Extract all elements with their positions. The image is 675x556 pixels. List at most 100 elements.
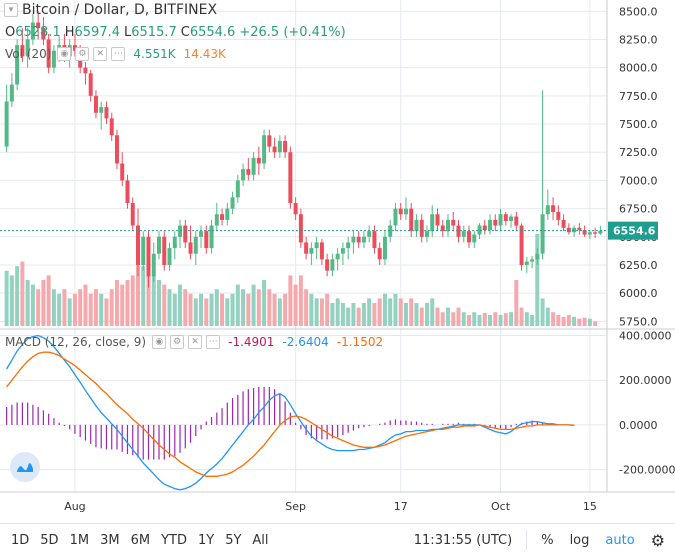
range-button[interactable]: 6M [130, 532, 151, 548]
candle-body [130, 202, 135, 226]
candle-body [325, 259, 330, 271]
volume-value-2: 14.43K [183, 47, 226, 61]
candle-body [587, 232, 592, 235]
volume-bar [67, 298, 72, 326]
volume-bar [93, 289, 98, 326]
volume-bar [488, 314, 493, 326]
volume-bar [88, 293, 93, 326]
volume-bar [461, 312, 466, 326]
ohlc-open-value: 6528.1 [15, 24, 61, 40]
range-button[interactable]: 1Y [197, 532, 215, 548]
volume-bar [451, 312, 456, 326]
volume-bar [51, 289, 56, 326]
candle-body [388, 225, 393, 237]
more-icon[interactable]: ⋯ [111, 47, 126, 61]
macd-eye-icon[interactable]: ◉ [152, 335, 167, 349]
candle-body [183, 225, 188, 243]
volume-bar [430, 298, 435, 326]
candle-body [256, 157, 261, 164]
toolbar-right: 11:31:55 (UTC) % log auto ⚙ [414, 524, 675, 556]
axis-layer: AugSep17Oct15298500.08250.08000.07750.07… [0, 0, 675, 513]
volume-bar [535, 234, 540, 326]
range-button[interactable]: YTD [161, 532, 187, 548]
volume-bar [388, 298, 393, 326]
candle-body [246, 169, 251, 175]
volume-bar [319, 298, 324, 326]
range-button[interactable]: 3M [100, 532, 120, 548]
settings-icon[interactable]: ⚙ [75, 47, 90, 61]
volume-bar [288, 275, 293, 326]
candle-body [566, 227, 571, 233]
candle-body [146, 236, 151, 277]
volume-bar [9, 275, 14, 326]
range-button[interactable]: 1M [69, 532, 90, 548]
eye-icon[interactable]: ◉ [57, 47, 72, 61]
collapse-icon[interactable]: ▾ [4, 3, 18, 17]
volume-bar [277, 298, 282, 326]
candle-body [482, 225, 487, 231]
volume-bar [561, 316, 566, 326]
candle-body [241, 169, 246, 181]
price-tick-label: 8250.0 [619, 33, 658, 46]
candle-body [382, 236, 387, 260]
candle-body [272, 146, 277, 153]
symbol-title: Bitcoin / Dollar, D, BITFINEX [22, 2, 218, 18]
percent-toggle[interactable]: % [541, 532, 554, 548]
candle-body [125, 180, 130, 203]
volume-bar [15, 266, 20, 326]
candle-body [509, 216, 514, 222]
candle-body [298, 214, 303, 243]
candle-body [398, 208, 403, 215]
ohlc-close-value: 6554.6 [189, 24, 236, 40]
candle-body [109, 118, 114, 136]
volume-bar [46, 275, 51, 326]
volume-bar [414, 303, 419, 326]
range-button[interactable]: 1D [11, 532, 30, 548]
volume-bar [104, 298, 109, 326]
volume-bar [151, 275, 156, 326]
candle-body [193, 236, 198, 254]
volume-bar [545, 307, 550, 326]
volume-bar [514, 280, 519, 326]
candle-body [209, 225, 214, 249]
volume-bar [130, 275, 135, 326]
candle-body [114, 135, 119, 164]
ohlc-legend: O 6528.1 H 6597.4 L 6515.7 C 6554.6 +26.… [5, 23, 350, 41]
candle-body [120, 163, 125, 181]
grid-layer [0, 0, 607, 492]
range-button[interactable]: All [252, 532, 269, 548]
range-button[interactable]: 5Y [225, 532, 242, 548]
candle-body [283, 140, 288, 153]
candle-body [93, 95, 98, 113]
volume-bar [467, 314, 472, 326]
range-button[interactable]: 5D [40, 532, 59, 548]
macd-close-icon[interactable]: ✕ [188, 335, 203, 349]
volume-bar [267, 289, 272, 326]
toolbar-divider [526, 530, 528, 550]
candle-body [356, 236, 361, 243]
auto-toggle[interactable]: auto [605, 532, 635, 548]
volume-bar [246, 293, 251, 326]
volume-bar [99, 293, 104, 326]
candle-body [314, 242, 319, 249]
candle-body [440, 225, 445, 232]
bottom-toolbar: 1D 5D 1M 3M 6M YTD 1Y 5Y All 11:31:55 (UTC) % lo… [0, 523, 675, 556]
close-icon[interactable]: ✕ [93, 47, 108, 61]
volume-bar [125, 280, 130, 326]
macd-label: MACD (12, 26, close, 9) [5, 335, 147, 349]
macd-more-icon[interactable]: ⋯ [206, 335, 221, 349]
log-toggle[interactable]: log [569, 532, 590, 548]
volume-bar [109, 289, 114, 326]
price-tick-label: 8500.0 [619, 5, 658, 18]
ohlc-close-label: C [180, 24, 190, 40]
settings-gear-icon[interactable]: ⚙ [650, 530, 665, 550]
volume-bar [335, 298, 340, 326]
tradingview-logo-icon[interactable] [10, 452, 40, 482]
candle-body [519, 225, 524, 265]
candle-body [545, 205, 550, 215]
macd-settings-icon[interactable]: ⚙ [170, 335, 185, 349]
volume-bar [188, 293, 193, 326]
candle-body [167, 248, 172, 265]
x-tick-label: Aug [64, 500, 85, 513]
ohlc-open-label: O [5, 24, 16, 40]
